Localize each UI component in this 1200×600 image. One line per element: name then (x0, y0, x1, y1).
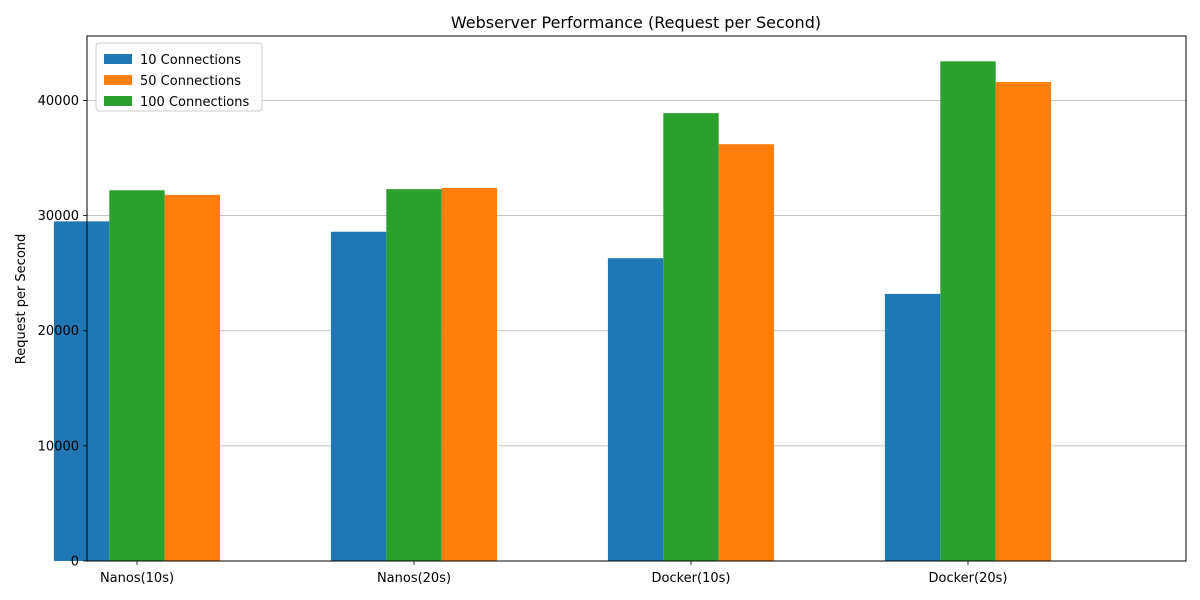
legend-label: 50 Connections (140, 74, 241, 89)
bar-100-connections (109, 190, 165, 562)
bar-10-connections (884, 293, 941, 561)
legend-swatch (104, 96, 132, 106)
x-tick-label: Nanos(20s) (377, 571, 451, 586)
bar-50-connections (441, 187, 498, 561)
y-tick-label: 10000 (38, 439, 79, 454)
y-tick-label: 20000 (38, 324, 79, 339)
legend: 10 Connections 50 Connections 100 Connecti… (95, 42, 263, 112)
legend-swatch (104, 54, 132, 64)
y-tick-label: 40000 (38, 94, 79, 109)
legend-box (95, 42, 263, 112)
bar-100-connections (940, 61, 996, 561)
y-axis-label: Request per Second (14, 234, 29, 365)
y-tick-label: 30000 (38, 209, 79, 224)
y-tick-label: 0 (71, 555, 79, 570)
bar-10-connections (607, 258, 664, 561)
plot-frame (86, 35, 1187, 562)
bar-100-connections (663, 113, 719, 562)
bar-50-connections (164, 194, 221, 561)
legend-swatch (104, 75, 132, 85)
x-tick-label: Docker(10s) (652, 571, 731, 586)
legend-label: 100 Connections (140, 95, 250, 110)
legend-label: 10 Connections (140, 53, 241, 68)
x-tick-label: Docker(20s) (929, 571, 1008, 586)
bar-10-connections (330, 231, 387, 561)
bar-10-connections (53, 221, 110, 561)
x-tick-label: Nanos(10s) (100, 571, 174, 586)
axes (86, 35, 1187, 562)
chart-title: Webserver Performance (Request per Secon… (451, 13, 821, 32)
bar-50-connections (995, 82, 1052, 561)
bar-50-connections (718, 144, 775, 561)
bar-100-connections (386, 189, 442, 561)
bars (53, 61, 1052, 562)
tick-labels: 0 10000 20000 30000 40000 Nanos(10s) Nanos(20s… (38, 94, 1008, 586)
